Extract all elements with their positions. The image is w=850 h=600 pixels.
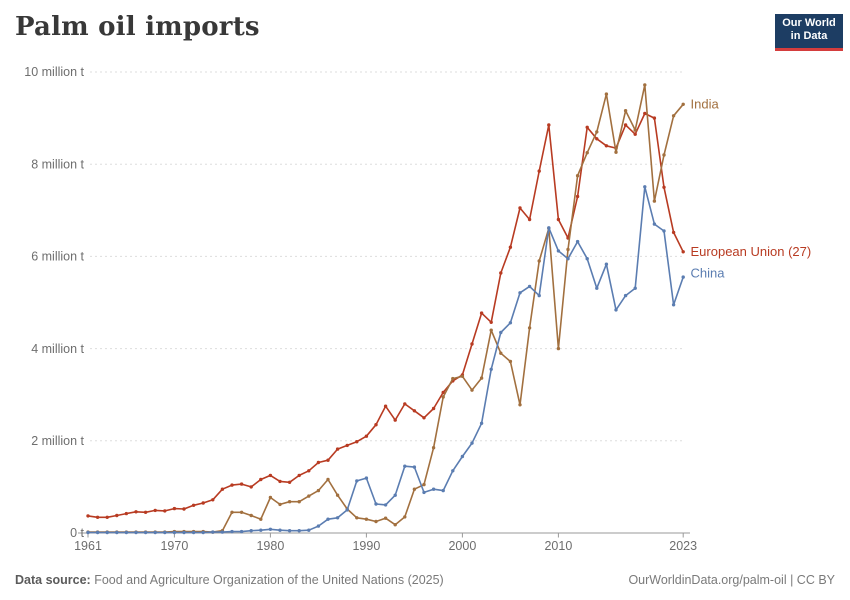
chart-footer: Data source: Food and Agriculture Organi… (15, 573, 835, 587)
svg-text:1970: 1970 (160, 539, 188, 553)
svg-text:European Union (27): European Union (27) (691, 244, 812, 259)
data-source-text: Food and Agriculture Organization of the… (90, 573, 444, 587)
svg-text:4 million t: 4 million t (31, 342, 84, 356)
owid-logo[interactable]: Our World in Data (775, 14, 843, 51)
svg-text:0 t: 0 t (70, 526, 84, 540)
svg-text:2010: 2010 (544, 539, 572, 553)
svg-text:1990: 1990 (352, 539, 380, 553)
chart-title: Palm oil imports (15, 12, 260, 42)
svg-text:6 million t: 6 million t (31, 250, 84, 264)
svg-text:2000: 2000 (448, 539, 476, 553)
svg-text:2023: 2023 (669, 539, 697, 553)
data-source: Data source: Food and Agriculture Organi… (15, 573, 444, 587)
credit-link[interactable]: OurWorldinData.org/palm-oil | CC BY (628, 573, 835, 587)
svg-text:India: India (691, 97, 720, 112)
svg-text:10 million t: 10 million t (24, 65, 84, 79)
svg-text:1980: 1980 (256, 539, 284, 553)
svg-text:China: China (691, 265, 726, 280)
svg-text:1961: 1961 (74, 539, 102, 553)
data-source-label: Data source: (15, 573, 91, 587)
owid-logo-line2: in Data (790, 30, 828, 42)
svg-text:2 million t: 2 million t (31, 434, 84, 448)
owid-logo-line1: Our World (782, 17, 836, 29)
svg-text:8 million t: 8 million t (31, 157, 84, 171)
